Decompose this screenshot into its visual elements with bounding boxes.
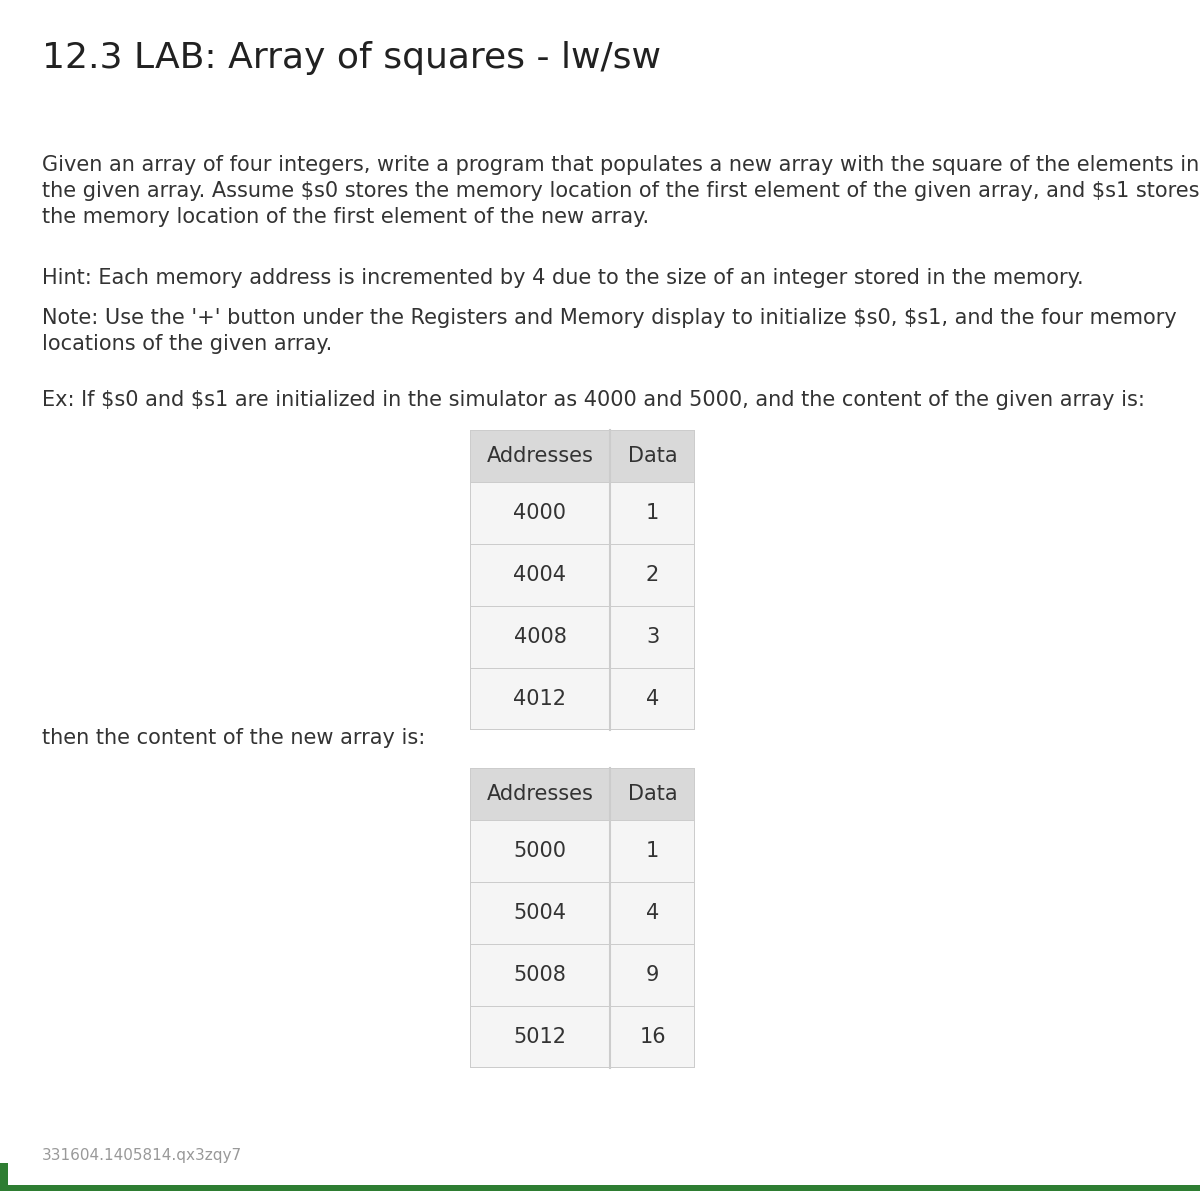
Bar <box>0 1185 1200 1191</box>
Text: 5000: 5000 <box>514 841 566 861</box>
Text: Hint: Each memory address is incremented by 4 due to the size of an integer stor: Hint: Each memory address is incremented… <box>42 268 1084 288</box>
Text: the given array. Assume \$s0 stores the memory location of the first element of : the given array. Assume \$s0 stores the … <box>42 181 1200 201</box>
Text: Data: Data <box>628 784 677 804</box>
Text: 16: 16 <box>640 1027 666 1047</box>
Text: Ex: If \$s0 and \$s1 are initialized in the simulator as 4000 and 5000, and the : Ex: If \$s0 and \$s1 are initialized in … <box>42 389 1145 410</box>
Text: 4: 4 <box>646 903 659 923</box>
Text: Addresses: Addresses <box>486 445 594 466</box>
Bar <box>470 484 694 544</box>
Text: Given an array of four integers, write a program that populates a new array with: Given an array of four integers, write a… <box>42 155 1199 175</box>
Text: the memory location of the first element of the new array.: the memory location of the first element… <box>42 207 649 227</box>
Text: Data: Data <box>628 445 677 466</box>
Bar <box>470 769 694 819</box>
Bar <box>470 821 694 883</box>
Text: 1: 1 <box>646 503 659 523</box>
Text: Note: Use the '+' button under the Registers and Memory display to initialize \$: Note: Use the '+' button under the Regis… <box>42 308 1177 328</box>
Bar <box>470 883 694 944</box>
Bar <box>470 545 694 606</box>
Text: locations of the given array.: locations of the given array. <box>42 333 332 354</box>
Text: 5004: 5004 <box>514 903 566 923</box>
Text: 4008: 4008 <box>514 626 566 647</box>
Bar <box>470 430 695 730</box>
Text: 9: 9 <box>646 965 659 985</box>
Bar <box>0 1162 8 1185</box>
Text: 331604.1405814.qx3zqy7: 331604.1405814.qx3zqy7 <box>42 1148 242 1162</box>
Bar <box>470 431 694 482</box>
Text: 1: 1 <box>646 841 659 861</box>
Text: 3: 3 <box>646 626 659 647</box>
Text: then the content of the new array is:: then the content of the new array is: <box>42 728 425 748</box>
Text: 2: 2 <box>646 565 659 585</box>
Bar <box>470 1008 694 1067</box>
Text: 5012: 5012 <box>514 1027 566 1047</box>
Text: 12.3 LAB: Array of squares - lw/sw: 12.3 LAB: Array of squares - lw/sw <box>42 40 661 75</box>
Text: 4004: 4004 <box>514 565 566 585</box>
Bar <box>470 669 694 729</box>
Text: 4: 4 <box>646 690 659 709</box>
Text: 4000: 4000 <box>514 503 566 523</box>
Bar <box>470 607 694 668</box>
Text: 4012: 4012 <box>514 690 566 709</box>
Bar <box>470 768 695 1068</box>
Text: Addresses: Addresses <box>486 784 594 804</box>
Bar <box>470 944 694 1006</box>
Text: 5008: 5008 <box>514 965 566 985</box>
